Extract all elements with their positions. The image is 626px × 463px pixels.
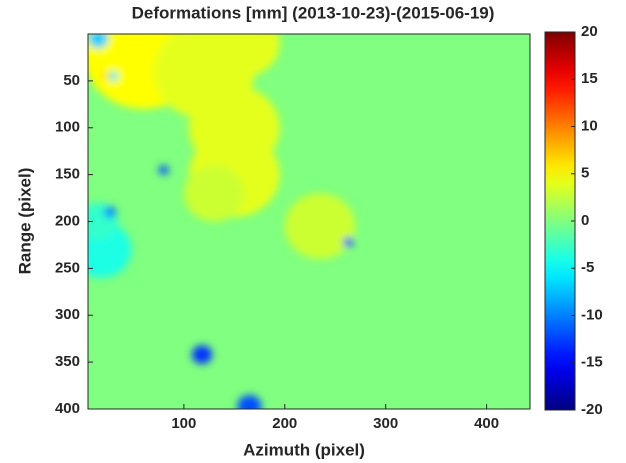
x-tick-label: 300 xyxy=(373,415,398,432)
colorbar-tick-label: 5 xyxy=(581,165,589,182)
y-axis-label: Range (pixel) xyxy=(15,168,34,275)
heatmap-region xyxy=(88,34,109,49)
colorbar-tick-label: -20 xyxy=(581,401,603,418)
y-tick-label: 100 xyxy=(55,119,80,136)
heatmap-region xyxy=(191,345,213,364)
heatmap-region xyxy=(100,71,111,81)
colorbar-tick-label: 20 xyxy=(581,23,598,40)
heatmap-region xyxy=(108,71,119,81)
y-tick-label: 250 xyxy=(55,259,80,276)
colorbar-tick-label: -5 xyxy=(581,259,594,276)
colorbar-tick-label: -10 xyxy=(581,306,603,323)
x-tick-label: 100 xyxy=(171,415,196,432)
x-tick-label: 200 xyxy=(272,415,297,432)
y-tick-label: 350 xyxy=(55,353,80,370)
y-tick-label: 400 xyxy=(55,400,80,417)
chart-title: Deformations [mm] (2013-10-23)-(2015-06-… xyxy=(132,3,495,22)
y-tick-label: 300 xyxy=(55,306,80,323)
y-tick-label: 50 xyxy=(63,72,80,89)
y-tick-label: 200 xyxy=(55,212,80,229)
colorbar-tick-label: 0 xyxy=(581,212,589,229)
colorbar xyxy=(544,31,576,411)
colorbar-tick-label: 10 xyxy=(581,117,598,134)
x-tick-label: 400 xyxy=(474,415,499,432)
colorbar-tick-label: -15 xyxy=(581,354,603,371)
x-axis-label: Azimuth (pixel) xyxy=(243,440,365,459)
heatmap-region xyxy=(104,206,117,218)
heatmap-region xyxy=(284,193,356,259)
heatmap-region xyxy=(343,237,354,247)
colorbar-tick-label: 15 xyxy=(581,70,598,87)
heatmap-region xyxy=(183,165,245,222)
heatmap-regions xyxy=(88,34,356,409)
heatmap-area xyxy=(88,34,530,409)
y-tick-label: 150 xyxy=(55,166,80,183)
heatmap-region xyxy=(237,394,262,409)
heatmap-region xyxy=(209,34,280,77)
heatmap-region xyxy=(158,165,169,175)
